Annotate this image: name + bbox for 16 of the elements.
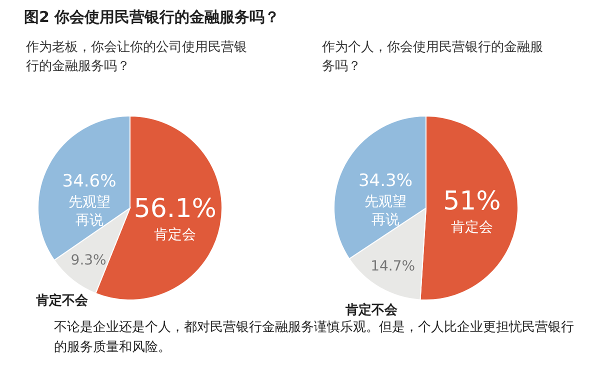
data-label: 51% xyxy=(443,186,501,216)
data-label: 34.3% xyxy=(358,171,412,192)
slice-label: 肯定不会 xyxy=(344,302,399,318)
text: 不论是企业还是个人，都对民营银行金融服务谨慎乐观。但是，个人比企业更担忧民营银行的服务质量和风险。 xyxy=(54,319,574,357)
data-label: 14.7% xyxy=(370,258,416,274)
chart-title: 图2 你会使用民营银行的金融服务吗？ xyxy=(24,8,280,27)
slice-label: 肯定会 xyxy=(154,226,196,243)
chart-subtitle: 作为老板，你会让你的公司使用民营银行的金融服务吗？ xyxy=(26,39,248,76)
data-label: 9.3% xyxy=(70,252,106,269)
slice-label: 先观望再说 xyxy=(364,194,406,228)
data-label: 56.1% xyxy=(134,194,216,224)
slice-label: 先观望再说 xyxy=(68,194,110,229)
slice-label: 肯定会 xyxy=(450,219,493,236)
slice-label: 肯定不会 xyxy=(35,292,90,309)
data-label: 34.6% xyxy=(62,172,116,192)
chart-subtitle: 作为个人，你会使用民营银行的金融服务吗？ xyxy=(322,39,544,76)
